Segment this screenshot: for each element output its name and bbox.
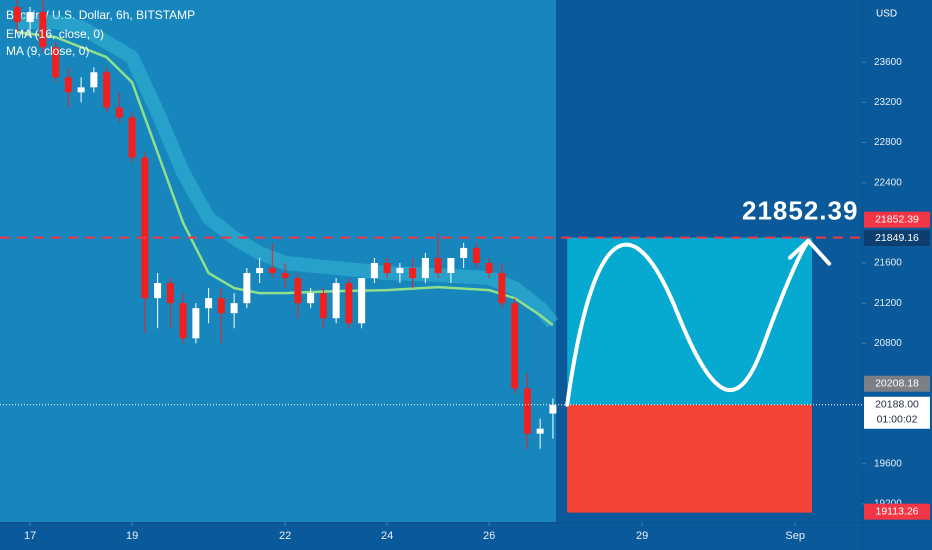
- candle-body: [256, 268, 264, 274]
- chart-title: Bitcoin / U.S. Dollar, 6h, BITSTAMP: [6, 8, 195, 22]
- candle-body: [217, 298, 225, 314]
- candle-body: [396, 268, 404, 274]
- indicator-legend: EMA (16, close, 0): [6, 27, 104, 41]
- candle-body: [434, 257, 442, 274]
- x-tick-label: 17: [24, 530, 36, 542]
- marker-label-box: [864, 229, 930, 246]
- candle-body: [447, 257, 455, 274]
- marker-label: 21849.16: [875, 232, 919, 244]
- target-big-label: 21852.39: [742, 196, 858, 226]
- x-tick-label: 19: [126, 530, 138, 542]
- indicator-legend: MA (9, close, 0): [6, 44, 89, 58]
- candle-body: [166, 283, 174, 304]
- last-price-label: 20188.00: [875, 399, 919, 411]
- y-tick-label: 22400: [874, 177, 902, 188]
- candle-body: [421, 257, 429, 279]
- candle-body: [498, 273, 506, 304]
- ma-line: [17, 15, 559, 328]
- target-label: 21852.39: [875, 213, 919, 225]
- y-tick-label: 19600: [874, 458, 902, 469]
- candle-body: [103, 72, 111, 108]
- stop-label: 19113.26: [875, 505, 918, 517]
- last-price-box: [864, 396, 930, 429]
- candle-body: [485, 263, 493, 274]
- candle-body: [179, 303, 187, 339]
- forecast-curve: [565, 240, 810, 407]
- candle-body: [281, 273, 289, 279]
- candle-body: [268, 268, 276, 274]
- candle-body: [472, 247, 480, 264]
- candle-body: [128, 117, 136, 158]
- x-tick-label: Sep: [785, 530, 805, 542]
- y-tick-label: 21600: [874, 258, 902, 269]
- candle-body: [141, 157, 149, 299]
- x-tick-label: 26: [483, 530, 495, 542]
- marker-label-box: [864, 375, 930, 392]
- target-label-box: [864, 211, 930, 228]
- candle-body: [332, 283, 340, 319]
- candle-body: [39, 12, 47, 48]
- candle-body: [460, 247, 468, 258]
- stop-label-box: [864, 503, 930, 520]
- candle-body: [115, 107, 123, 118]
- candle-body: [345, 283, 353, 324]
- marker-label: 20208.18: [875, 378, 919, 390]
- y-tick-label: 21200: [874, 298, 902, 309]
- candle-body: [511, 303, 519, 389]
- candle-body: [523, 388, 531, 434]
- loss-zone: [567, 404, 813, 513]
- candle-body: [549, 404, 557, 414]
- candle-body: [154, 283, 162, 299]
- candle-body: [13, 7, 21, 23]
- candle-body: [230, 303, 238, 314]
- candle-body: [77, 87, 85, 93]
- y-tick-label: 22800: [874, 137, 902, 148]
- candle-body: [26, 12, 34, 23]
- candle-body: [243, 273, 251, 304]
- candle-body: [64, 77, 72, 93]
- candle-body: [90, 72, 98, 88]
- candle-body: [294, 278, 302, 304]
- y-tick-label: 23600: [874, 57, 902, 68]
- x-tick-label: 24: [381, 530, 393, 542]
- currency: USD: [876, 9, 897, 20]
- y-tick-label: 23200: [874, 97, 902, 108]
- candle-body: [52, 47, 60, 78]
- candle-body: [383, 263, 391, 274]
- candle-body: [536, 428, 544, 434]
- forecast-arrowhead: [787, 238, 832, 266]
- candle-body: [358, 278, 366, 324]
- x-tick-label: 29: [636, 530, 648, 542]
- candle-body: [409, 268, 417, 279]
- candle-body: [319, 293, 327, 319]
- candle-body: [192, 308, 200, 339]
- candle-body: [307, 293, 315, 304]
- countdown-label: 01:00:02: [877, 414, 918, 426]
- y-tick-label: 20800: [874, 338, 902, 349]
- candle-body: [205, 298, 213, 309]
- candle-body: [370, 263, 378, 279]
- x-tick-label: 22: [279, 530, 291, 542]
